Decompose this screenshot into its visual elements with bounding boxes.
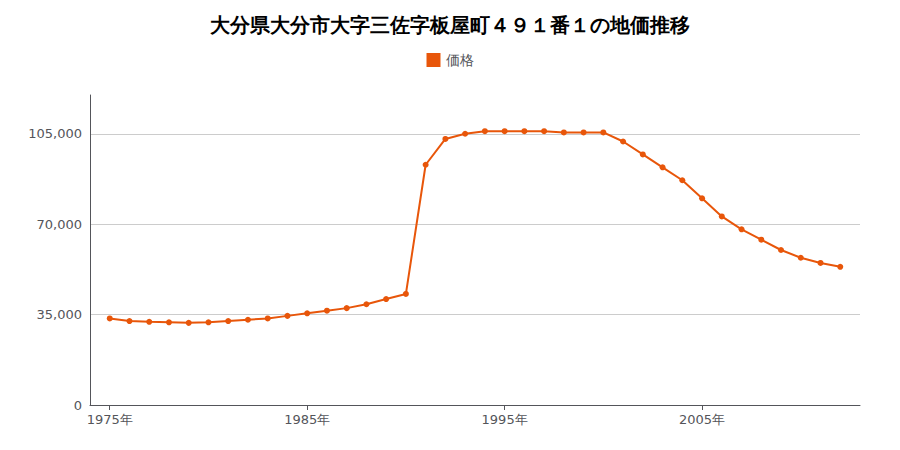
svg-text:大分県大分市大字三佐字板屋町４９１番１の地価推移: 大分県大分市大字三佐字板屋町４９１番１の地価推移 bbox=[210, 13, 690, 37]
svg-text:105,000: 105,000 bbox=[28, 126, 82, 141]
svg-text:価格: 価格 bbox=[446, 52, 474, 68]
svg-text:1995年: 1995年 bbox=[482, 412, 528, 427]
svg-text:35,000: 35,000 bbox=[37, 307, 83, 322]
svg-text:1985年: 1985年 bbox=[284, 412, 330, 427]
svg-text:0: 0 bbox=[74, 398, 82, 413]
svg-text:70,000: 70,000 bbox=[37, 217, 83, 232]
svg-text:1975年: 1975年 bbox=[87, 412, 133, 427]
svg-text:2005年: 2005年 bbox=[679, 412, 725, 427]
